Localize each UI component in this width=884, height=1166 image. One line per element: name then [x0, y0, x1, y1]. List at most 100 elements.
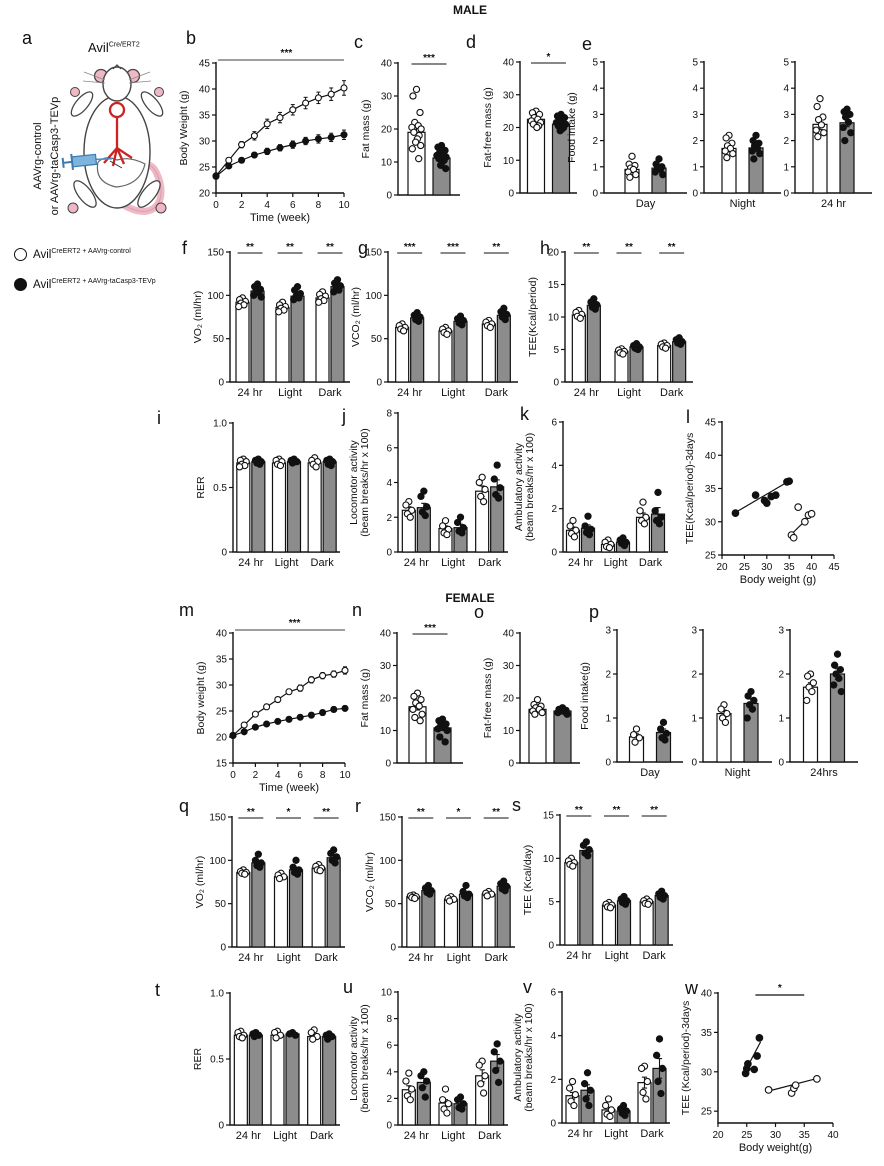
panel-letter-m: m	[179, 600, 194, 620]
svg-text:6: 6	[386, 443, 392, 454]
svg-text:Light: Light	[273, 1130, 297, 1142]
panel-k-ambulatory-chart: 0 2 4 6 Ambulatory activity (beam breaks/hr x…	[513, 418, 668, 569]
svg-text:0: 0	[385, 759, 391, 770]
svg-text:0: 0	[508, 759, 514, 770]
svg-text:(beam breaks/hr x 100): (beam breaks/hr x 100)	[524, 433, 536, 542]
mouse-paw	[67, 202, 79, 214]
svg-text:1: 1	[692, 162, 698, 173]
legend-ablated: AvilCreERT2 + AAVrg-taCasp3-TEVp	[14, 278, 156, 291]
svg-text:Light: Light	[604, 557, 628, 569]
svg-text:TEE (Kcal/day): TEE (Kcal/day)	[522, 845, 534, 916]
svg-text:(beam breaks/hr x 100): (beam breaks/hr x 100)	[523, 1003, 535, 1112]
open-circle-marker	[14, 248, 27, 261]
svg-text:0: 0	[548, 941, 554, 952]
svg-text:15: 15	[548, 280, 560, 291]
panel-letter-l: l	[686, 407, 690, 427]
svg-text:***: ***	[423, 53, 435, 64]
male-section-title: MALE	[453, 3, 487, 17]
svg-text:***: ***	[289, 618, 301, 629]
svg-text:45: 45	[828, 562, 840, 573]
mouse-whiskers	[82, 71, 152, 84]
panel-letter-n: n	[352, 600, 363, 620]
svg-text:15: 15	[543, 811, 555, 822]
svg-text:3: 3	[691, 626, 697, 637]
mouse-left-hindlimb	[73, 180, 97, 208]
svg-text:25: 25	[705, 551, 717, 562]
svg-text:20: 20	[381, 125, 393, 136]
svg-text:1: 1	[605, 714, 611, 725]
svg-text:0: 0	[230, 770, 236, 781]
svg-text:**: **	[575, 805, 583, 816]
svg-text:35: 35	[199, 111, 211, 122]
svg-text:24 hr: 24 hr	[567, 1128, 592, 1140]
svg-text:2: 2	[605, 670, 611, 681]
svg-text:Light: Light	[277, 952, 301, 964]
panel-t-rer-chart: 0 0.5 1.0 RER 24 hr Light Dark	[192, 989, 340, 1142]
svg-text:25: 25	[739, 562, 751, 573]
nerve-red	[103, 101, 133, 167]
svg-text:30: 30	[216, 681, 228, 692]
svg-text:40: 40	[380, 629, 392, 640]
panel-letter-u: u	[343, 977, 354, 997]
svg-text:40: 40	[827, 1130, 839, 1141]
panel-e-food-intake-day-chart: 0 1 2 3 4 5 Food intake (g) Day	[566, 58, 687, 210]
svg-text:Light: Light	[605, 950, 629, 962]
panel-e-food-intake-24hr-chart: 0 1 2 3 4 5 24 hr	[783, 58, 872, 210]
panel-letter-v: v	[523, 977, 532, 997]
svg-text:2: 2	[691, 670, 697, 681]
svg-text:1.0: 1.0	[213, 419, 227, 430]
svg-text:150: 150	[209, 813, 226, 824]
legend-control: AvilCreERT2 + AAVrg-control	[14, 248, 131, 261]
svg-text:1: 1	[592, 162, 598, 173]
svg-text:30: 30	[705, 517, 717, 528]
svg-text:2: 2	[386, 1094, 392, 1105]
svg-text:6: 6	[290, 200, 296, 211]
svg-text:100: 100	[207, 291, 224, 302]
svg-text:24 hr: 24 hr	[397, 387, 422, 399]
svg-text:TEE (Kcal/period)-3days: TEE (Kcal/period)-3days	[680, 1001, 692, 1115]
svg-text:20: 20	[199, 189, 211, 200]
mouse-paw	[154, 87, 164, 97]
svg-text:4: 4	[386, 478, 392, 489]
svg-text:35: 35	[799, 1130, 811, 1141]
svg-text:**: **	[492, 242, 500, 253]
female-section-title: FEMALE	[445, 591, 495, 605]
panel-e-food-intake-night-chart: 0 1 2 3 4 5 Night	[692, 58, 781, 210]
panel-l-tee-bodyweight-scatter: 25 30 35 40 45 TEE(Kcal/period)-3days Body wei…	[684, 418, 840, 587]
svg-text:***: ***	[447, 242, 459, 253]
svg-text:Food intake (g): Food intake (g)	[566, 92, 578, 163]
mouse-paw	[70, 87, 80, 97]
svg-text:8: 8	[386, 1014, 392, 1025]
panel-j-locomotor-chart: 0 2 4 6 8 Locomotor activity (beam breaks/hr x…	[348, 409, 508, 569]
svg-text:**: **	[326, 242, 334, 253]
svg-text:0.5: 0.5	[213, 483, 227, 494]
svg-text:**: **	[650, 805, 658, 816]
panel-letter-o: o	[474, 602, 485, 622]
svg-text:Light: Light	[447, 952, 471, 964]
svg-text:30: 30	[199, 137, 211, 148]
svg-text:Fat mass (g): Fat mass (g)	[360, 100, 372, 159]
mouse-head	[102, 66, 132, 102]
svg-text:8: 8	[316, 200, 322, 211]
panel-letter-g: g	[358, 238, 369, 258]
svg-text:**: **	[492, 807, 500, 818]
svg-text:VCO₂ (ml/hr): VCO₂ (ml/hr)	[364, 852, 376, 912]
svg-text:4: 4	[386, 1067, 392, 1078]
svg-text:VO₂ (ml/hr): VO₂ (ml/hr)	[192, 291, 204, 344]
syringe-icon	[61, 153, 113, 170]
legend-ablated-label: AvilCreERT2 + AAVrg-taCasp3-TEVp	[33, 278, 156, 291]
svg-text:30: 30	[761, 562, 773, 573]
svg-text:Day: Day	[636, 198, 656, 210]
svg-text:4: 4	[551, 461, 557, 472]
panel-letter-w: w	[685, 978, 698, 998]
svg-text:Light: Light	[441, 557, 465, 569]
svg-text:10: 10	[338, 200, 350, 211]
svg-text:0: 0	[221, 548, 227, 559]
svg-text:24hrs: 24hrs	[810, 767, 838, 779]
svg-text:0: 0	[376, 378, 382, 389]
svg-text:Dark: Dark	[485, 387, 509, 399]
mouse-right-forelimb	[140, 91, 164, 117]
svg-text:8: 8	[320, 770, 326, 781]
svg-text:24 hr: 24 hr	[821, 198, 846, 210]
svg-text:40: 40	[503, 58, 515, 69]
